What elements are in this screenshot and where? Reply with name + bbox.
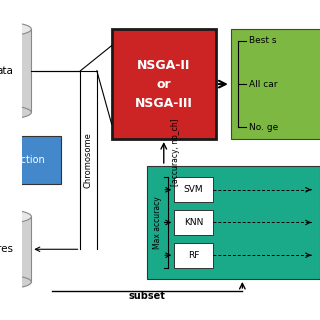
Ellipse shape (0, 210, 31, 223)
Bar (0, 136, 61, 184)
Bar (112, 29, 216, 139)
Text: res: res (0, 244, 12, 254)
Text: [accuracy, no_ch]: [accuracy, no_ch] (171, 119, 180, 186)
Bar (0, 217, 31, 282)
Ellipse shape (0, 275, 31, 289)
Text: ata: ata (0, 66, 13, 76)
Text: xtraction: xtraction (2, 155, 46, 165)
Text: All car: All car (249, 80, 277, 89)
Text: Chromosome: Chromosome (84, 132, 92, 188)
Text: subset: subset (129, 291, 166, 301)
Text: NSGA-II
or
NSGA-III: NSGA-II or NSGA-III (135, 59, 193, 110)
Text: No. ge: No. ge (249, 123, 278, 132)
Bar (174, 210, 213, 235)
Bar (174, 243, 213, 268)
Text: RF: RF (188, 251, 199, 260)
Bar (174, 177, 213, 203)
Ellipse shape (0, 106, 31, 119)
Bar (231, 29, 320, 139)
Ellipse shape (0, 22, 31, 36)
Text: KNN: KNN (184, 218, 203, 227)
Bar (148, 166, 320, 279)
Text: Max accuracy: Max accuracy (153, 196, 162, 249)
Text: Best s: Best s (249, 36, 276, 45)
Text: SVM: SVM (184, 185, 203, 194)
Bar (0, 29, 31, 112)
